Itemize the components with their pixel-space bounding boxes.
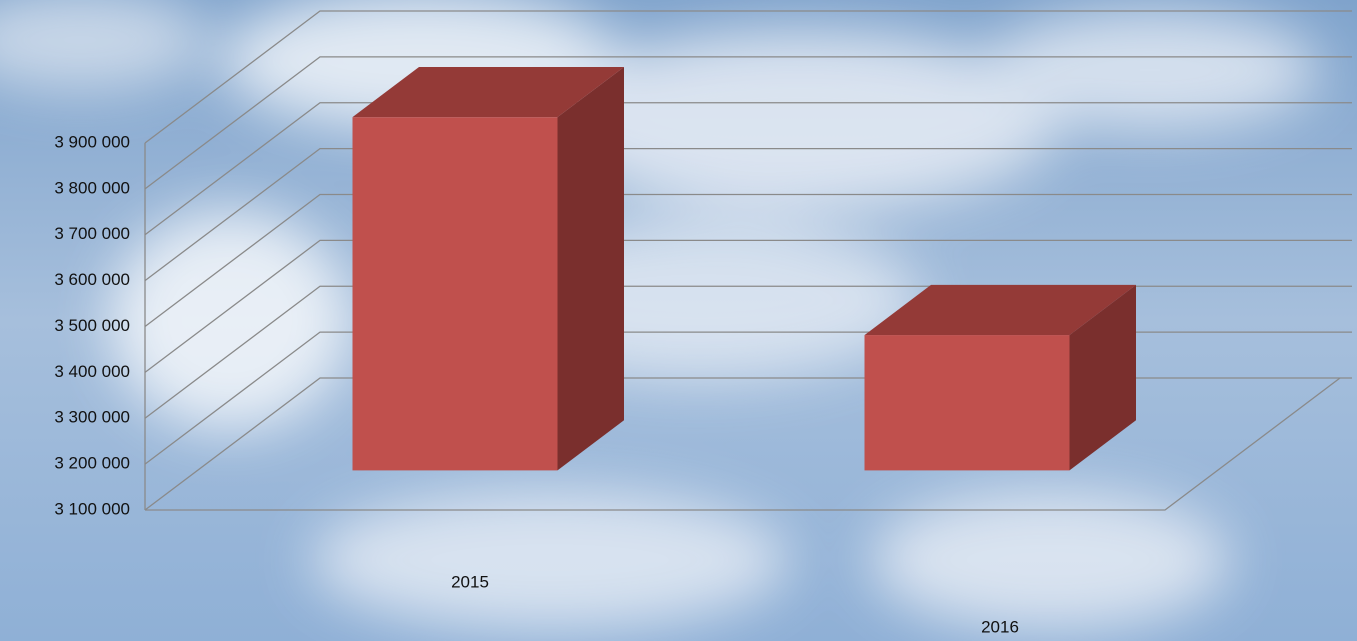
x-tick-label: 2016 [981,617,1019,636]
bar [865,335,1070,470]
bar [353,117,558,470]
y-tick-label: 3 900 000 [54,132,130,151]
bar-side [558,67,625,470]
y-tick-label: 3 400 000 [54,362,130,381]
y-tick-label: 3 100 000 [54,499,130,518]
y-tick-label: 3 500 000 [54,316,130,335]
chart: 3 100 000 3 200 000 3 300 000 3 400 000 3 50… [0,0,1357,641]
y-tick-label: 3 800 000 [54,178,130,197]
x-tick-label: 2015 [451,572,489,591]
y-tick-label: 3 200 000 [54,454,130,473]
y-tick-label: 3 600 000 [54,270,130,289]
y-tick-label: 3 700 000 [54,224,130,243]
y-tick-label: 3 300 000 [54,408,130,427]
